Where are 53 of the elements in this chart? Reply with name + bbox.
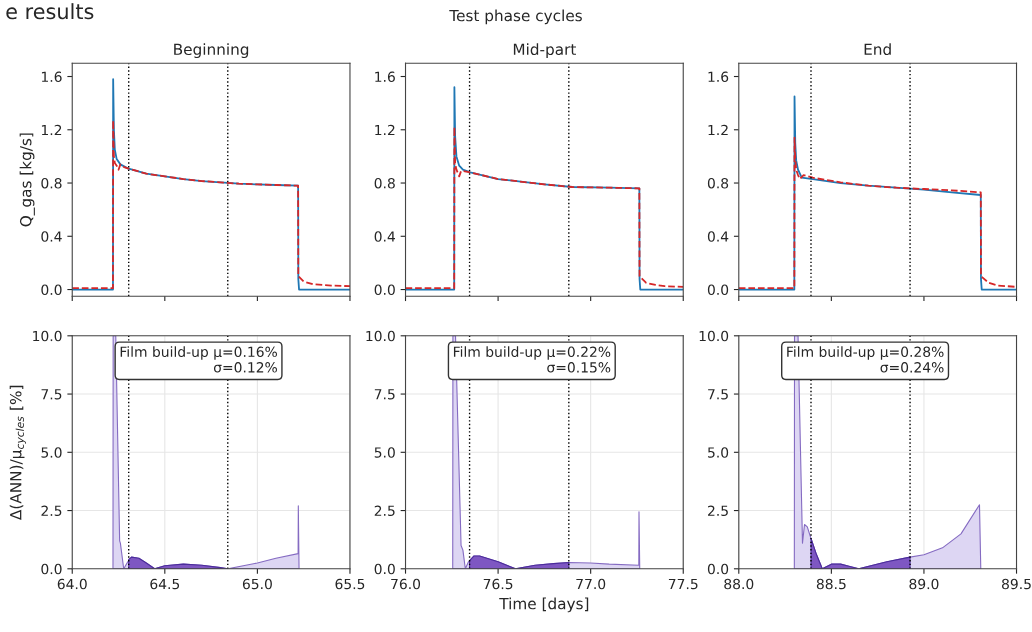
y-tick-label: 2.5 [708, 505, 728, 517]
x-tick-label: 88.5 [816, 578, 846, 590]
y-tick-label: 5.0 [708, 447, 729, 458]
y-tick-label: 0.8 [41, 177, 62, 189]
y-axis-title: Q_gas [kg/s] [19, 133, 35, 227]
x-axis-title: Time [days] [499, 597, 589, 613]
annotation: Film build-up μ=0.22% σ=0.15% [453, 346, 611, 373]
y-tick-label: 0.8 [707, 177, 729, 189]
annotation: Film build-up μ=0.16% σ=0.12% [120, 346, 277, 373]
text: Test phase cycles [449, 9, 582, 25]
y-tick-label: 0.4 [707, 231, 729, 242]
x-tick-label: 76.5 [483, 578, 513, 590]
y-tick-label: 10.0 [699, 330, 729, 342]
y-tick-label: 0.4 [41, 231, 62, 242]
y-tick-label: 10.0 [33, 330, 62, 342]
y-tick-label: 0.8 [374, 177, 395, 189]
y-tick-label: 1.2 [41, 124, 62, 136]
y-tick-label: 5.0 [374, 447, 395, 458]
y-tick-label: 0.0 [707, 563, 729, 575]
y-tick-label: 2.5 [374, 505, 395, 517]
annotation: Film build-up μ=0.28% σ=0.24% [787, 346, 944, 373]
x-tick-label: 77.5 [668, 578, 698, 590]
y-tick-label: 0.0 [374, 563, 395, 575]
x-tick-label: 65.5 [335, 578, 365, 590]
y-tick-label: 1.2 [708, 124, 728, 136]
x-tick-label: 64.0 [57, 578, 87, 590]
y-tick-label: 0.0 [41, 284, 62, 296]
x-tick-label: 89.0 [909, 578, 939, 590]
x-tick-label: 88.0 [724, 578, 754, 590]
x-tick-label: 77.0 [576, 578, 606, 590]
y-tick-label: 1.2 [375, 124, 395, 136]
y-tick-label: 0.0 [41, 563, 62, 575]
y-tick-label: 2.5 [41, 505, 62, 517]
x-tick-label: 64.5 [150, 578, 180, 590]
y-tick-label: 7.5 [708, 389, 728, 400]
y-tick-label: 0.4 [374, 231, 396, 242]
y-tick-label: 10.0 [366, 330, 395, 342]
x-tick-label: 65.0 [242, 578, 272, 590]
y-tick-label: 1.6 [708, 71, 729, 82]
chart-title: Beginning [174, 43, 249, 59]
x-tick-label: 89.5 [1002, 578, 1031, 590]
y-tick-label: 0.0 [374, 284, 395, 296]
x-tick-label: 76.0 [391, 578, 421, 590]
y-tick-label: 1.6 [41, 71, 62, 82]
chart-title: Mid-part [513, 43, 576, 59]
y-axis-title: Δ(ANN)/μ$_{cycles}$ [%] [9, 385, 27, 521]
y-tick-label: 0.0 [707, 284, 729, 296]
y-tick-label: 1.6 [375, 71, 395, 82]
y-tick-label: 5.0 [41, 447, 62, 458]
text: e results [6, 3, 94, 20]
y-tick-label: 7.5 [374, 389, 395, 400]
y-tick-label: 7.5 [41, 389, 62, 400]
chart-title: End [864, 43, 891, 56]
